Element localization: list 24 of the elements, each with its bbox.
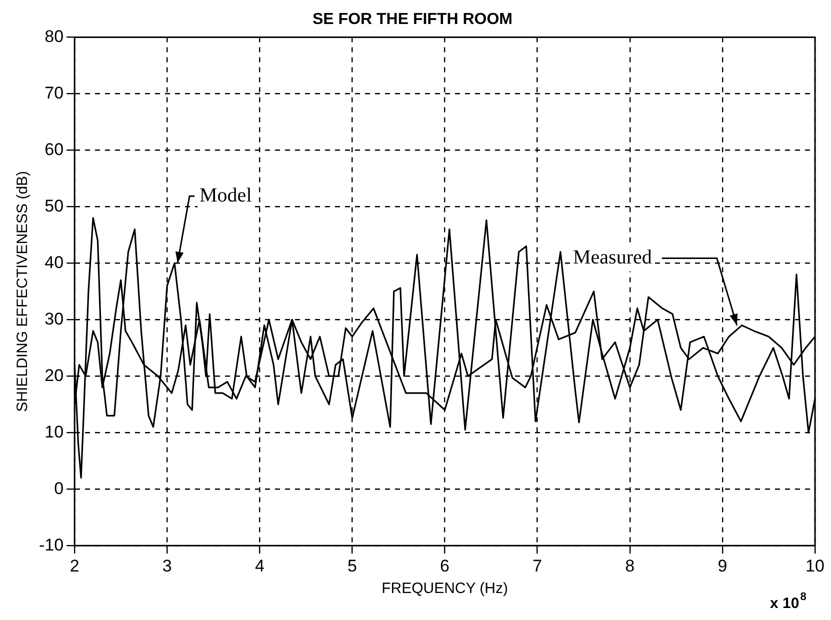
y-tick-label: 80 [44,26,64,46]
x-tick-label: 9 [718,556,728,576]
y-tick-label: 10 [44,422,64,442]
chart-title: SE FOR THE FIFTH ROOM [312,11,512,28]
x-tick-label: 8 [625,556,635,576]
x-tick-label: 7 [532,556,542,576]
y-tick-label: 30 [44,309,64,328]
x-tick-label: 2 [70,556,80,576]
x-axis-title: FREQUENCY (Hz) [382,580,508,598]
x-tick-label: 4 [254,556,264,576]
y-tick-label: 40 [44,252,64,272]
y-tick-label: 0 [54,478,64,498]
y-axis-title: SHIELDING EFFECTIVENESS (dB) [14,170,32,412]
x-tick-label: 10 [806,556,824,576]
y-tick-label: 20 [44,366,64,385]
annotation: Model [200,184,252,206]
x-tick-label: 6 [440,556,450,576]
annotation: Measured [573,246,652,269]
x-tick-label: 5 [347,556,357,576]
y-tick-label: -10 [38,535,64,554]
y-tick-label: 50 [44,196,64,216]
x-tick-label: 3 [162,556,172,576]
y-tick-label: 60 [44,140,64,159]
y-tick-label: 70 [44,83,64,102]
